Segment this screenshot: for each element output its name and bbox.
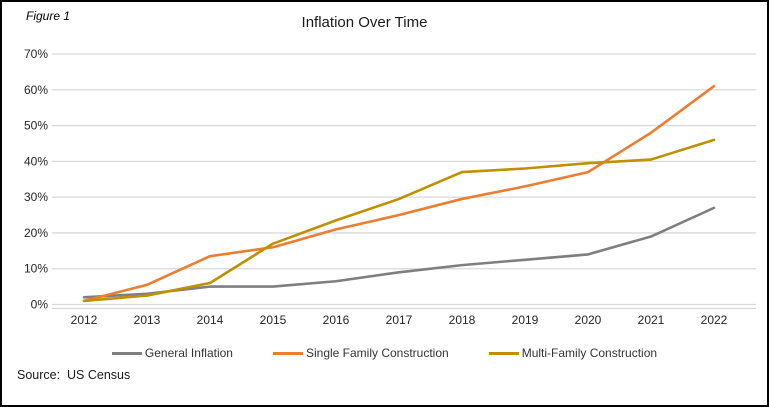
legend-label-single-family-construction: Single Family Construction <box>305 346 449 360</box>
y-tick-label: 0% <box>31 298 49 312</box>
y-tick-label: 70% <box>24 47 48 61</box>
series-line-single-family-construction <box>82 84 716 303</box>
legend-swatch-general-inflation <box>111 351 142 355</box>
legend-swatch-single-family-construction <box>272 351 303 355</box>
x-tick-label: 2014 <box>197 313 224 327</box>
legend-label-general-inflation: General Inflation <box>144 346 233 360</box>
source-note: Source: US Census <box>17 368 131 382</box>
y-tick-label: 20% <box>24 226 48 240</box>
y-tick-label: 40% <box>24 154 48 168</box>
legend-item-general-inflation: General Inflation <box>111 346 233 360</box>
chart-legend: General Inflation Single Family Construct… <box>2 346 767 360</box>
y-tick-label: 10% <box>24 262 48 276</box>
legend-swatch-multi-family-construction <box>488 351 519 355</box>
x-tick-label: 2017 <box>386 313 413 327</box>
x-tick-label: 2021 <box>638 313 665 327</box>
x-tick-label: 2013 <box>134 313 161 327</box>
legend-item-multi-family-construction: Multi-Family Construction <box>488 346 658 360</box>
chart-title: Inflation Over Time <box>301 14 428 31</box>
x-tick-label: 2022 <box>701 313 728 327</box>
y-tick-label: 60% <box>24 83 48 97</box>
x-tick-label: 2018 <box>449 313 476 327</box>
series-line-general-inflation <box>82 206 716 299</box>
y-tick-label: 50% <box>24 119 48 133</box>
legend-label-multi-family-construction: Multi-Family Construction <box>521 346 658 360</box>
x-tick-label: 2020 <box>575 313 602 327</box>
x-tick-label: 2016 <box>323 313 350 327</box>
figure-label: Figure 1 <box>26 9 71 23</box>
x-tick-label: 2019 <box>512 313 539 327</box>
legend-item-single-family-construction: Single Family Construction <box>272 346 449 360</box>
series-line-multi-family-construction <box>82 138 716 303</box>
x-tick-label: 2012 <box>71 313 98 327</box>
y-tick-label: 30% <box>24 190 48 204</box>
x-tick-label: 2015 <box>260 313 287 327</box>
